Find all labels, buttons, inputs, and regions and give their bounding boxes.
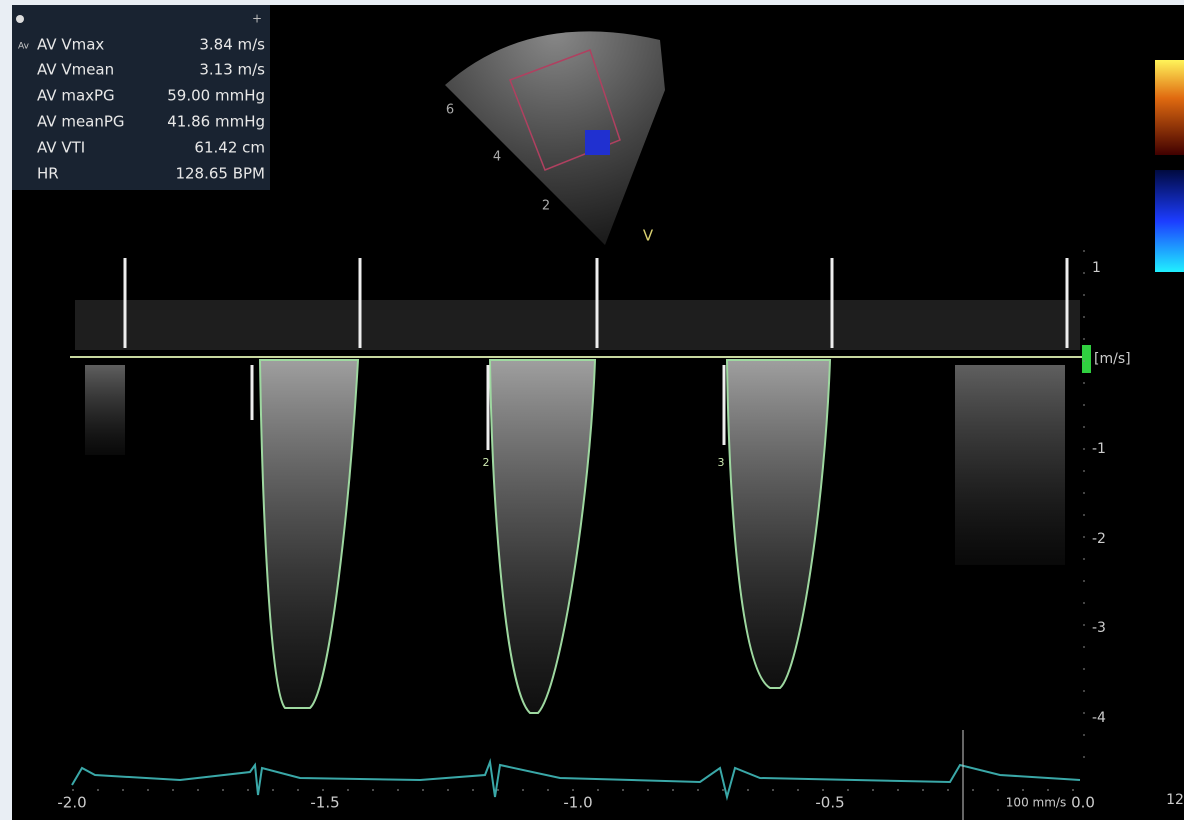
time-tick-label: -2.0 (57, 794, 86, 812)
active-marker: Av (18, 42, 30, 52)
color-bar-bottom (1155, 170, 1184, 272)
velocity-unit: [m/s] (1094, 351, 1131, 367)
panel-icon (16, 15, 24, 23)
spectrum-partial (955, 365, 1065, 565)
time-tick-label: -0.5 (815, 794, 844, 812)
depth-mark: 6 (446, 103, 454, 118)
velocity-tick-label: -3 (1092, 620, 1106, 636)
noise-band (75, 300, 1080, 350)
measurement-label: AV Vmax (37, 36, 104, 54)
velocity-tick-label: 1 (1092, 260, 1101, 276)
time-tick-label: -1.0 (563, 794, 592, 812)
corner-label: 12 (1166, 792, 1184, 808)
time-tick-label: 0.0 (1071, 794, 1095, 812)
color-flow (585, 130, 610, 155)
ultrasound-screen: + Av AV Vmax 3.84 m/s AV Vmean 3.13 m/s AV ma… (0, 0, 1184, 820)
measurement-label: AV Vmean (37, 61, 114, 79)
spectrum-partial (85, 365, 125, 455)
measurement-value: 128.65 BPM (175, 165, 265, 183)
depth-mark: 2 (542, 199, 550, 214)
page: + Av AV Vmax 3.84 m/s AV Vmean 3.13 m/s AV ma… (0, 0, 1184, 820)
cycle-marker: 2 (483, 456, 490, 469)
measurement-label: HR (37, 165, 59, 183)
measurement-value: 41.86 mmHg (167, 113, 265, 131)
measurement-value: 61.42 cm (194, 139, 265, 157)
measurement-label: AV meanPG (37, 113, 125, 131)
velocity-tick-label: -2 (1092, 531, 1106, 547)
measurement-value: 59.00 mmHg (167, 87, 265, 105)
sector-label: V (643, 227, 654, 245)
measurement-value: 3.13 m/s (199, 61, 265, 79)
measurement-label: AV maxPG (37, 87, 115, 105)
measurement-value: 3.84 m/s (199, 36, 265, 54)
measurement-label: AV VTI (37, 139, 85, 157)
depth-mark: 4 (493, 150, 501, 165)
move-icon: + (252, 12, 262, 26)
time-tick-label: -1.5 (310, 794, 339, 812)
sweep-speed: 100 mm/s (1006, 796, 1066, 810)
baseline-handle (1082, 345, 1091, 373)
velocity-tick-label: -4 (1092, 710, 1106, 726)
color-bar-top (1155, 60, 1184, 155)
cycle-marker: 3 (718, 456, 725, 469)
velocity-tick-label: -1 (1092, 441, 1106, 457)
